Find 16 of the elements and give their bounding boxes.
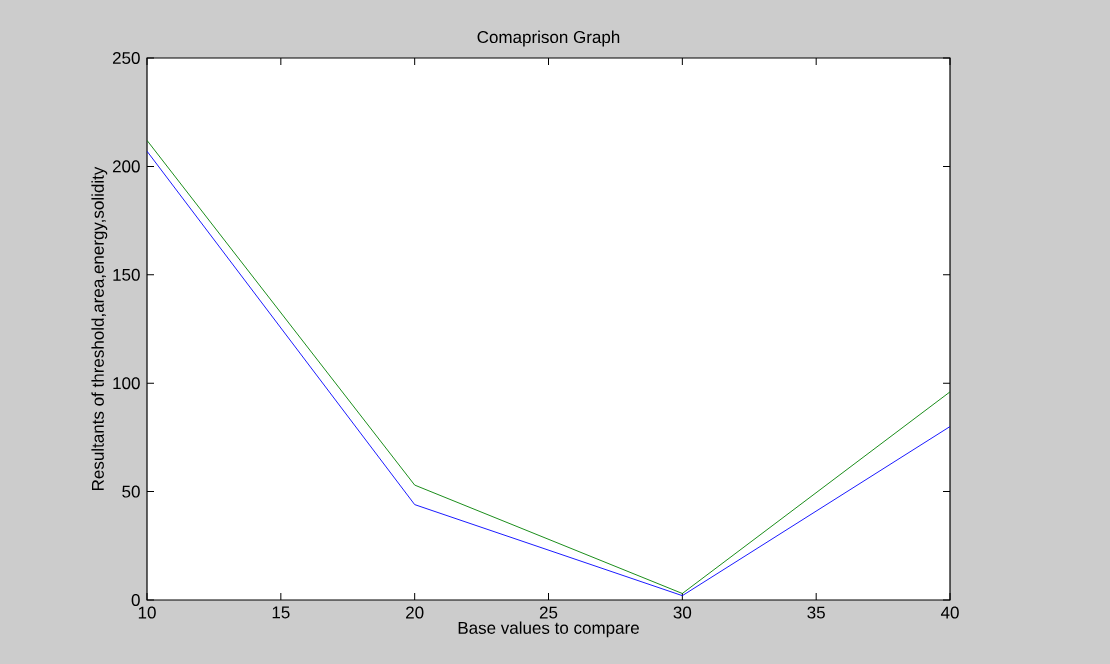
x-tick-label: 15	[272, 606, 290, 619]
x-axis-title: Base values to compare	[458, 621, 639, 638]
y-tick-label: 250	[112, 51, 140, 65]
y-tick-label: 50	[122, 485, 140, 498]
y-tick-label: 150	[113, 268, 140, 281]
chart-title: Comaprison Graph	[477, 30, 620, 47]
x-tick-label: 40	[940, 606, 959, 619]
y-tick-label: 0	[131, 593, 140, 607]
x-tick-label: 10	[138, 606, 156, 619]
x-tick-label: 20	[406, 606, 424, 619]
y-tick-label: 200	[112, 160, 140, 173]
x-tick-label: 25	[539, 606, 558, 619]
y-axis-title: Resultants of threshold,area,energy,solidity	[91, 166, 108, 490]
y-tick-label: 100	[113, 377, 140, 390]
x-tick-label: 30	[673, 606, 692, 619]
x-tick-label: 35	[807, 606, 825, 619]
